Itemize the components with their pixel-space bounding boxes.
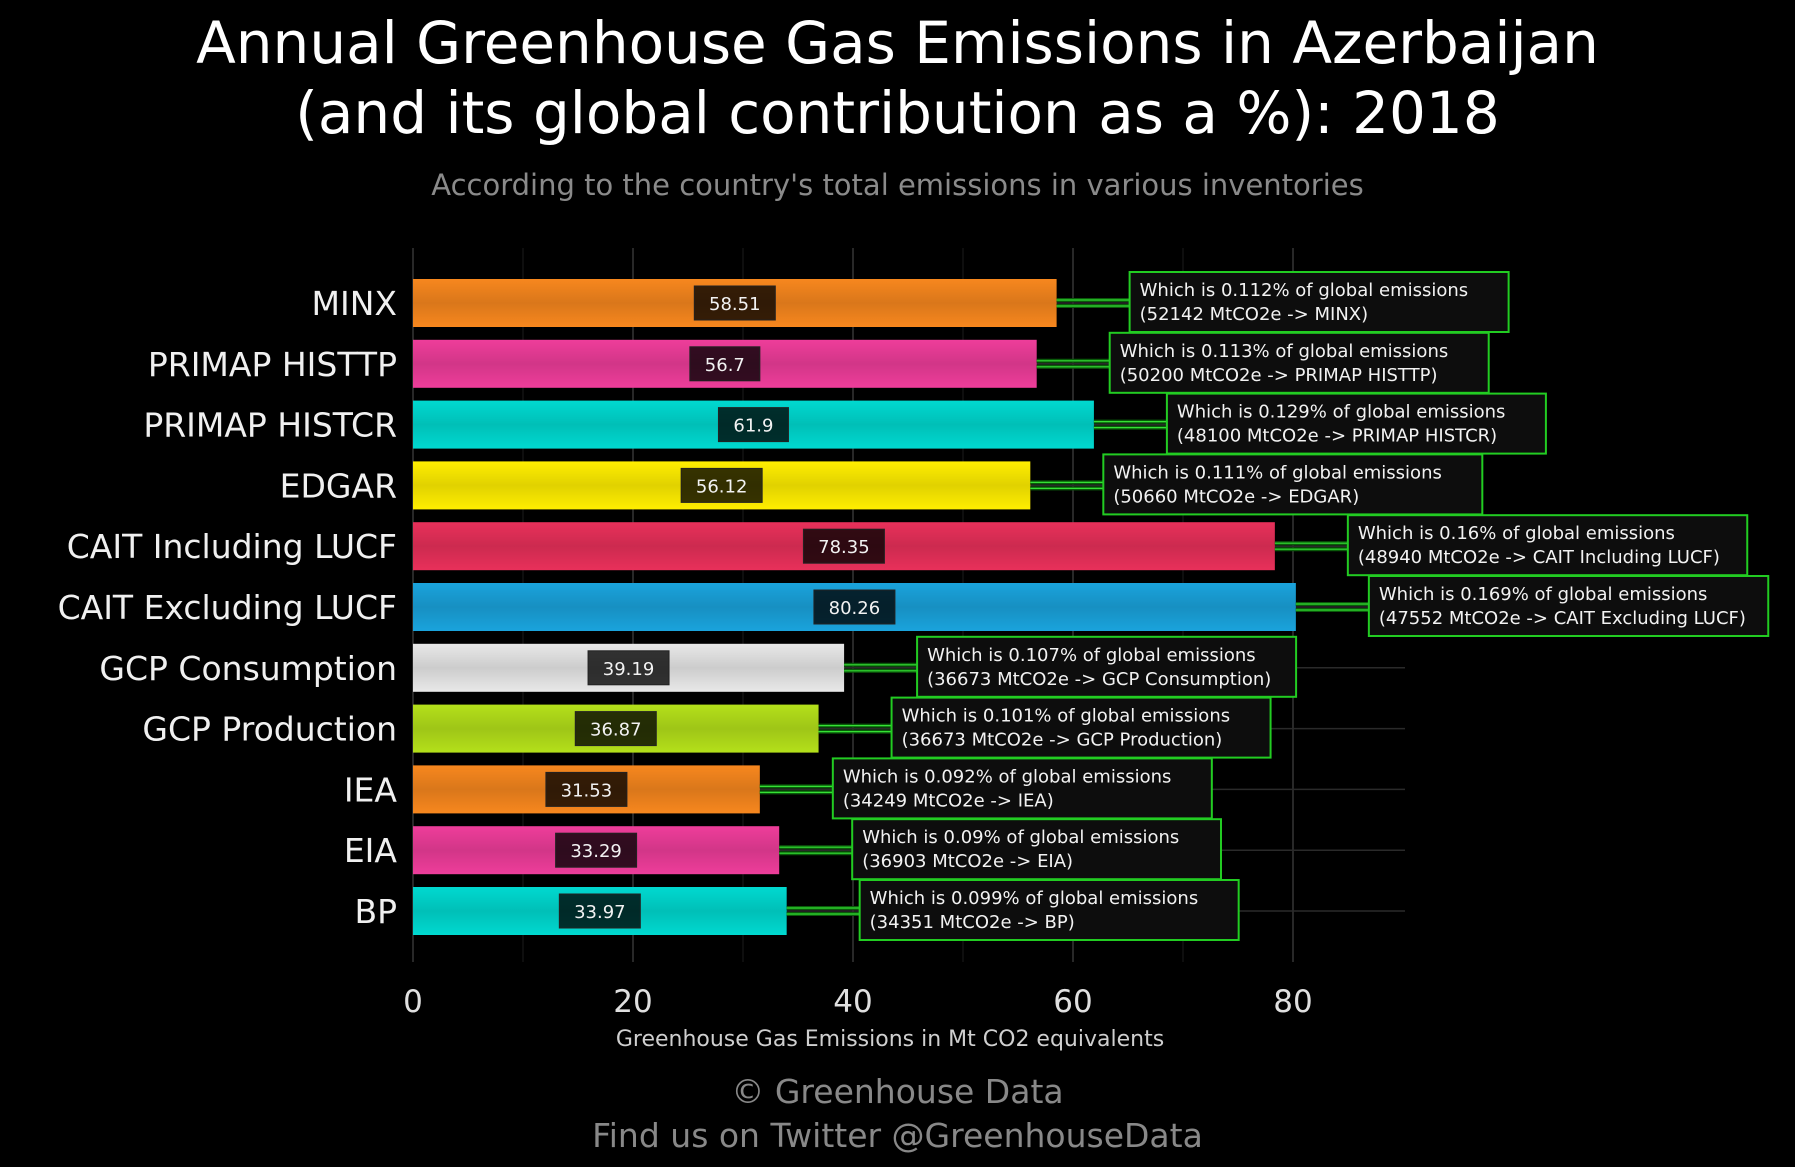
annotation-line1: Which is 0.112% of global emissions <box>1140 280 1469 301</box>
bar-chart: 58.51 56.7 61.9 56.12 78.35 80.26 39.19 36.87 31… <box>58 248 1770 1052</box>
annotation-line2: (36903 MtCO2e -> EIA) <box>862 851 1073 872</box>
y-axis-label: CAIT Including LUCF <box>67 527 397 566</box>
annotation-line2: (36673 MtCO2e -> GCP Production) <box>902 730 1223 751</box>
annotation-line2: (50200 MtCO2e -> PRIMAP HISTTP) <box>1120 365 1438 386</box>
annotation-line1: Which is 0.107% of global emissions <box>927 645 1256 666</box>
annotation-box <box>890 696 1272 759</box>
value-label: 58.51 <box>709 294 761 315</box>
chart-title: Annual Greenhouse Gas Emissions in Azerb… <box>0 8 1795 148</box>
value-label-box <box>558 893 641 929</box>
value-label: 33.97 <box>574 902 626 923</box>
y-axis-label: EIA <box>344 831 398 870</box>
value-label-box <box>802 528 885 564</box>
annotation-box <box>1367 575 1770 637</box>
value-label-box <box>574 711 657 747</box>
y-axis-label: GCP Production <box>142 710 397 749</box>
annotation-line2: (50660 MtCO2e -> EDGAR) <box>1113 486 1359 507</box>
annotation-line1: Which is 0.111% of global emissions <box>1113 462 1442 483</box>
value-label-box <box>693 285 776 321</box>
y-axis-label: BP <box>354 892 397 931</box>
annotation-box <box>916 635 1298 698</box>
y-axis-label: EDGAR <box>280 466 397 505</box>
x-tick-label: 0 <box>403 984 423 1020</box>
value-label: 36.87 <box>590 720 642 741</box>
value-label-box <box>555 832 638 868</box>
annotation-line2: (47552 MtCO2e -> CAIT Excluding LUCF) <box>1379 608 1746 629</box>
annotation-line2: (48940 MtCO2e -> CAIT Including LUCF) <box>1358 547 1720 568</box>
annotation-connectors <box>759 298 1369 916</box>
x-tick-label: 80 <box>1273 984 1312 1020</box>
chart-title-line2: (and its global contribution as a %): 20… <box>295 79 1500 147</box>
bars-layer: 58.51 56.7 61.9 56.12 78.35 80.26 39.19 36.87 31… <box>413 279 1296 935</box>
y-axis-label: PRIMAP HISTCR <box>143 406 397 445</box>
value-label: 31.53 <box>561 780 613 801</box>
x-tick-label: 40 <box>833 984 872 1020</box>
value-label-box <box>587 650 670 686</box>
value-label: 56.7 <box>705 355 745 376</box>
annotation-line1: Which is 0.101% of global emissions <box>902 706 1231 727</box>
annotation-line2: (34249 MtCO2e -> IEA) <box>843 790 1054 811</box>
annotation-line1: Which is 0.16% of global emissions <box>1358 523 1675 544</box>
annotation-line1: Which is 0.092% of global emissions <box>843 766 1172 787</box>
value-label-box <box>717 407 789 443</box>
annotation-line1: Which is 0.099% of global emissions <box>870 888 1199 909</box>
y-axis-label: PRIMAP HISTTP <box>148 345 397 384</box>
annotation-line2: (34351 MtCO2e -> BP) <box>870 912 1075 933</box>
y-axis-label: IEA <box>344 770 398 809</box>
footer-credit: © Greenhouse Data Find us on Twitter @Gr… <box>0 1070 1795 1158</box>
chart-subtitle: According to the country's total emissio… <box>431 168 1364 202</box>
annotation-box <box>851 818 1222 881</box>
annotation-box <box>1102 453 1484 516</box>
value-label-box <box>689 346 761 382</box>
twitter-handle-text: Find us on Twitter @GreenhouseData <box>592 1116 1203 1155</box>
y-axis-label: GCP Consumption <box>99 649 397 688</box>
value-label-box <box>680 467 763 503</box>
x-tick-label: 20 <box>613 984 652 1020</box>
value-label: 61.9 <box>733 416 773 437</box>
value-label: 56.12 <box>696 476 748 497</box>
annotation-box <box>1346 514 1749 577</box>
value-label: 33.29 <box>570 841 622 862</box>
x-axis-labels: 0 20 40 60 80 <box>403 984 1313 1020</box>
value-label: 80.26 <box>829 598 881 619</box>
annotation-box <box>831 757 1213 820</box>
value-label-box <box>545 771 628 807</box>
copyright-text: © Greenhouse Data <box>731 1072 1064 1111</box>
annotation-line1: Which is 0.113% of global emissions <box>1120 341 1449 362</box>
annotation-boxes: Which is 0.112% of global emissions (5214… <box>831 271 1770 941</box>
annotation-line2: (52142 MtCO2e -> MINX) <box>1140 304 1369 325</box>
x-tick-label: 60 <box>1053 984 1092 1020</box>
annotation-line2: (36673 MtCO2e -> GCP Consumption) <box>927 669 1271 690</box>
annotation-line1: Which is 0.169% of global emissions <box>1379 584 1708 605</box>
annotation-line1: Which is 0.09% of global emissions <box>862 827 1179 848</box>
value-label: 39.19 <box>603 659 655 680</box>
value-label: 78.35 <box>818 537 870 558</box>
value-label-box <box>813 589 896 625</box>
y-axis-label: CAIT Excluding LUCF <box>58 588 397 627</box>
y-axis-labels: MINX PRIMAP HISTTP PRIMAP HISTCR EDGAR CAIT … <box>58 284 398 931</box>
annotation-box <box>1128 271 1510 333</box>
annotation-line2: (48100 MtCO2e -> PRIMAP HISTCR) <box>1177 426 1497 447</box>
annotation-box <box>858 879 1240 941</box>
chart-title-line1: Annual Greenhouse Gas Emissions in Azerb… <box>196 9 1599 77</box>
x-axis-title: Greenhouse Gas Emissions in Mt CO2 equiv… <box>616 1027 1164 1052</box>
annotation-line1: Which is 0.129% of global emissions <box>1177 402 1506 423</box>
y-axis-label: MINX <box>312 284 398 323</box>
